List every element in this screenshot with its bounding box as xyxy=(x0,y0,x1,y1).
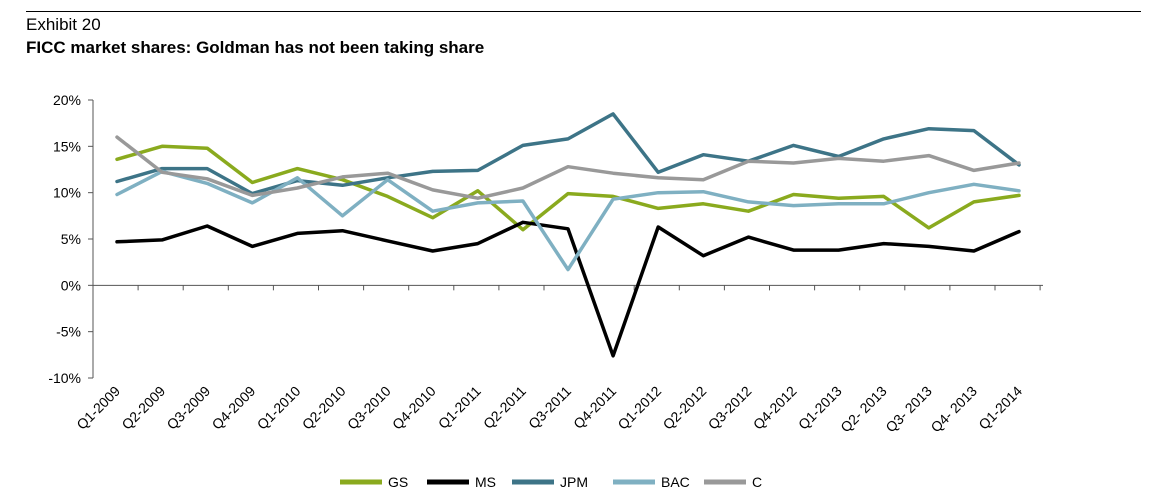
y-tick-label: 20% xyxy=(53,92,81,108)
legend-label-ms: MS xyxy=(475,474,496,490)
legend-label-jpm: JPM xyxy=(560,474,588,490)
x-tick-label: Q4-2011 xyxy=(570,383,619,432)
y-tick-label: 5% xyxy=(61,231,81,247)
y-tick-label: -5% xyxy=(56,324,81,340)
y-tick-label: -10% xyxy=(48,370,81,386)
top-rule xyxy=(26,11,1141,12)
y-tick-label: 10% xyxy=(53,185,81,201)
y-tick-label: 15% xyxy=(53,138,81,154)
series-line-bac xyxy=(115,169,1021,272)
x-tick-label: Q3-2010 xyxy=(344,383,394,433)
legend-label-gs: GS xyxy=(388,474,408,490)
x-tick-label: Q4- 2013 xyxy=(927,383,980,436)
legend-label-c: C xyxy=(752,474,762,490)
y-tick-label: 0% xyxy=(61,277,81,293)
x-tick-label: Q4-2009 xyxy=(209,383,259,433)
x-tick-label: Q3-2012 xyxy=(705,383,755,433)
series-line-ms xyxy=(115,220,1021,358)
x-tick-label: Q3-2009 xyxy=(163,383,213,433)
x-tick-label: Q1-2010 xyxy=(254,383,304,433)
x-tick-label: Q2-2012 xyxy=(660,383,710,433)
series-line-gs xyxy=(115,144,1021,232)
x-tick-label: Q1-2012 xyxy=(614,383,664,433)
x-tick-label: Q1-2009 xyxy=(73,383,123,433)
exhibit-label: Exhibit 20 xyxy=(26,15,101,34)
x-tick-label: Q2- 2013 xyxy=(837,383,890,436)
legend-label-bac: BAC xyxy=(661,474,690,490)
x-tick-label: Q1-2014 xyxy=(975,383,1025,433)
x-tick-label: Q4-2012 xyxy=(750,383,800,433)
chart-title: FICC market shares: Goldman has not been… xyxy=(26,38,485,57)
x-tick-label: Q4-2010 xyxy=(389,383,439,433)
x-tick-label: Q2-2010 xyxy=(299,383,349,433)
series-line-jpm xyxy=(115,112,1021,196)
x-tick-label: Q2-2011 xyxy=(480,383,529,432)
chart-legend: GS MS JPM BAC C xyxy=(340,474,762,490)
chart-series xyxy=(115,112,1021,358)
x-tick-label: Q3- 2013 xyxy=(882,383,935,436)
series-line-c xyxy=(115,135,1021,200)
x-tick-label: Q2-2009 xyxy=(118,383,168,433)
x-tick-label: Q3-2011 xyxy=(525,383,574,432)
x-tick-label: Q1-2011 xyxy=(435,383,484,432)
